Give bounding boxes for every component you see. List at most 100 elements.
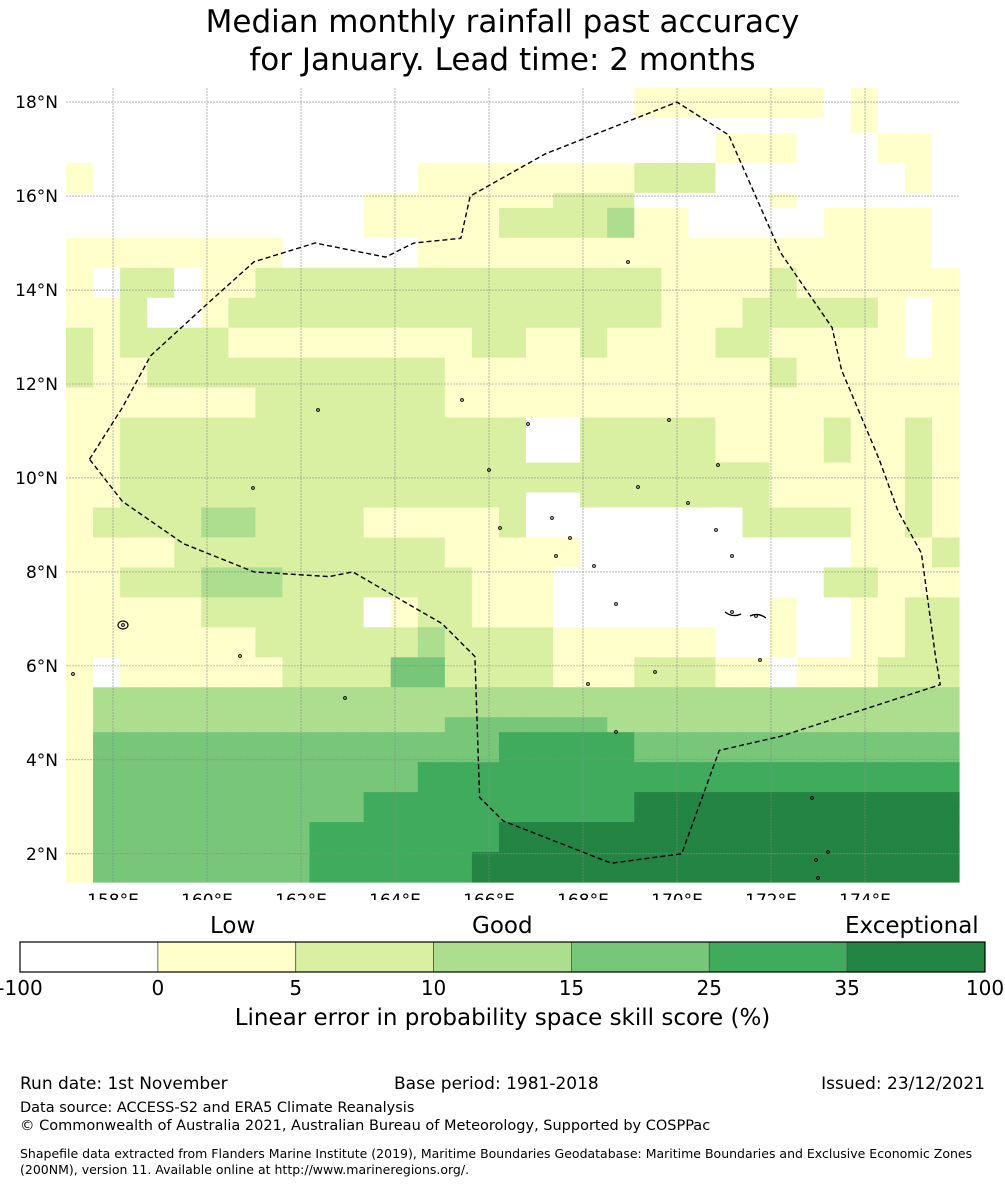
grid-cell [931, 567, 960, 583]
island-icon [810, 796, 814, 800]
grid-cell [823, 432, 852, 449]
grid-cell [174, 117, 202, 134]
grid-cell [174, 477, 202, 494]
grid-cell [904, 627, 933, 643]
grid-cell [309, 177, 338, 194]
grid-cell [336, 282, 365, 299]
grid-cell [526, 132, 554, 149]
grid-cell [850, 537, 879, 554]
grid-cell [201, 207, 229, 224]
grid-cell [201, 237, 229, 254]
grid-cell [147, 612, 175, 628]
grid-cell [742, 717, 771, 733]
grid-cell [688, 462, 717, 479]
grid-cell [850, 477, 879, 494]
grid-cell [174, 222, 202, 239]
grid-cell [471, 672, 500, 688]
grid-cell [147, 297, 175, 314]
grid-cell [390, 552, 419, 568]
grid-cell [309, 657, 338, 673]
grid-cell [553, 597, 581, 613]
grid-cell [255, 147, 284, 164]
grid-cell [769, 822, 798, 838]
grid-cell [931, 387, 960, 404]
grid-cell [823, 612, 852, 628]
grid-cell [93, 702, 121, 718]
grid-cell [904, 597, 933, 613]
grid-cell [823, 597, 852, 613]
grid-cell [282, 357, 311, 374]
grid-cell [255, 402, 284, 419]
grid-cell [607, 492, 635, 509]
grid-cell [444, 492, 473, 509]
grid-cell [823, 552, 852, 568]
grid-cell [363, 417, 392, 434]
grid-cell [444, 717, 473, 733]
grid-cell [850, 432, 879, 449]
grid-cell [553, 297, 581, 314]
grid-cell [228, 207, 257, 224]
grid-cell [93, 447, 121, 464]
grid-cell [580, 207, 608, 224]
grid-cell [498, 567, 527, 583]
grid-cell [498, 147, 527, 164]
grid-cell [769, 642, 798, 658]
grid-cell [390, 327, 419, 344]
grid-cell [904, 582, 933, 598]
grid-cell [553, 327, 581, 344]
grid-cell [877, 522, 906, 539]
grid-cell [390, 702, 419, 718]
grid-cell [363, 147, 392, 164]
grid-cell [526, 417, 554, 434]
grid-cell [796, 342, 825, 359]
grid-cell [66, 402, 94, 419]
grid-cell [444, 867, 473, 883]
grid-cell [147, 147, 175, 164]
grid-cell [66, 837, 94, 853]
grid-cell [850, 552, 879, 568]
grid-cell [796, 717, 825, 733]
grid-cell [201, 117, 229, 134]
lon-label: 174°E [839, 891, 891, 900]
grid-cell [580, 357, 608, 374]
grid-cell [363, 777, 392, 793]
grid-cell [634, 297, 662, 314]
grid-cell [390, 792, 419, 808]
grid-cell [417, 552, 446, 568]
grid-cell [174, 687, 202, 703]
grid-cell [634, 627, 662, 643]
grid-cell [363, 372, 392, 389]
grid-cell [120, 717, 148, 733]
grid-cell [498, 627, 527, 643]
grid-cell [417, 327, 446, 344]
grid-cell [877, 267, 906, 284]
grid-cell [66, 192, 94, 209]
grid-cell [66, 282, 94, 299]
grid-cell [607, 462, 635, 479]
grid-cell [823, 642, 852, 658]
grid-cell [526, 387, 554, 404]
grid-cell [823, 192, 852, 209]
grid-cell [93, 267, 121, 284]
grid-cell [931, 642, 960, 658]
grid-cell [174, 387, 202, 404]
grid-cell [850, 822, 879, 838]
grid-cell [498, 102, 527, 119]
grid-cell [904, 387, 933, 404]
grid-cell [715, 792, 744, 808]
grid-cell [688, 537, 717, 554]
grid-cell [201, 642, 229, 658]
grid-cell [444, 402, 473, 419]
grid-cell [390, 132, 419, 149]
grid-cell [147, 582, 175, 598]
grid-cell [147, 492, 175, 509]
grid-cell [661, 417, 689, 434]
grid-cell [931, 357, 960, 374]
grid-cell [850, 252, 879, 269]
grid-cell [715, 657, 744, 673]
grid-cell [931, 402, 960, 419]
grid-cell [634, 222, 662, 239]
grid-cell [282, 222, 311, 239]
grid-cell [877, 207, 906, 224]
grid-cell [498, 402, 527, 419]
